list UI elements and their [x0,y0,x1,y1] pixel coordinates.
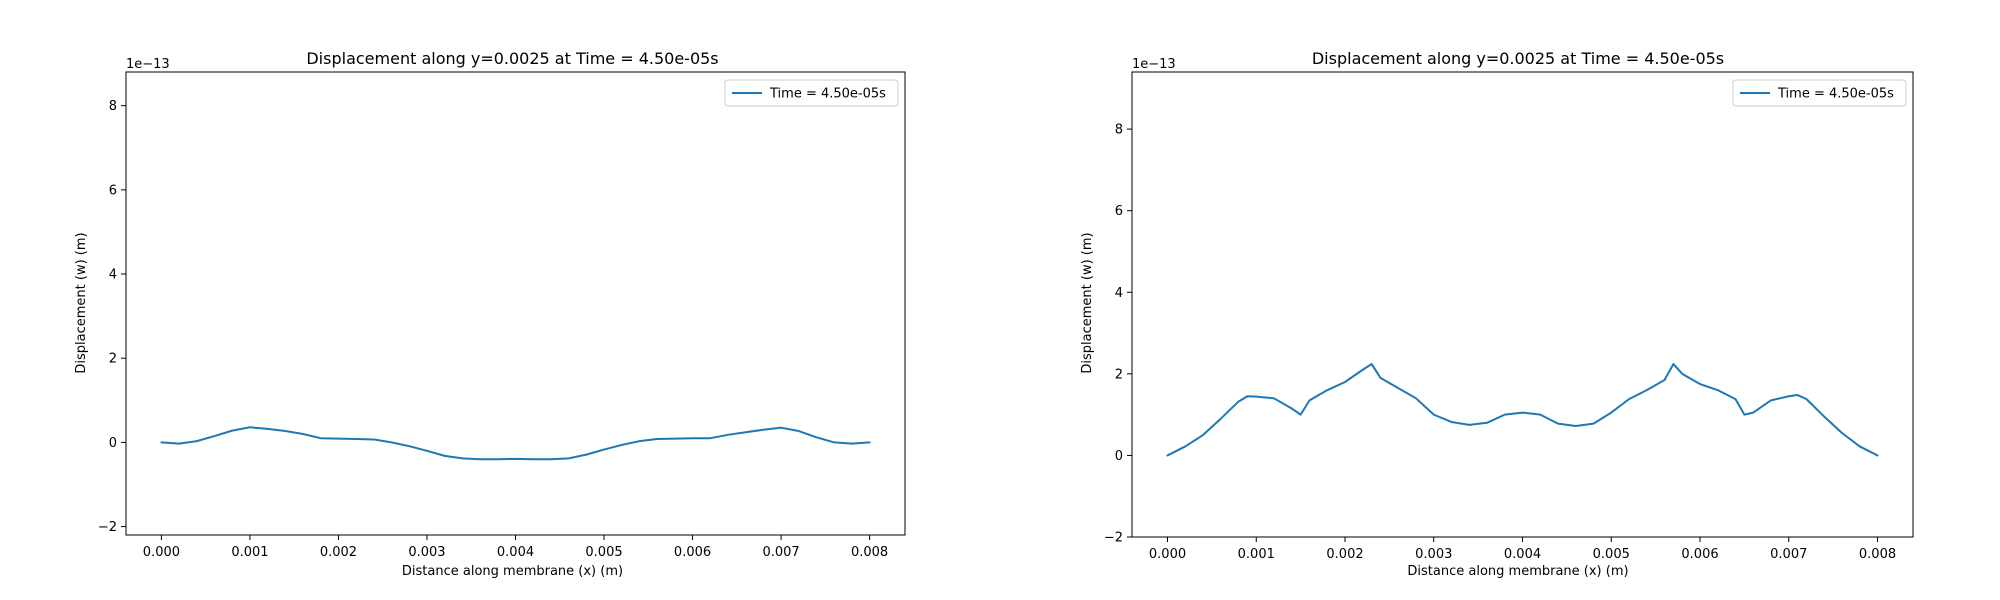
x-ticks: 0.000 0.001 0.002 0.003 0.004 0.005 0.006 0.007… [143,535,888,560]
y-ticks: −2 0 2 4 6 8 [98,99,126,535]
x-ticks: 0.000 0.001 0.002 0.003 0.004 0.005 0.006 0.007… [1149,537,1896,562]
y-tick-label: 6 [109,183,117,198]
plot-frame [1131,71,1914,538]
x-tick-label: 0.000 [1149,547,1186,562]
y-tick-label: 0 [109,436,117,451]
y-tick-label: 4 [1115,286,1123,301]
chart-title: Displacement along y=0.0025 at Time = 4.… [1312,49,1724,68]
x-tick-label: 0.008 [851,545,888,560]
x-tick-label: 0.006 [674,545,711,560]
y-axis-label: Displacement (w) (m) [1080,232,1095,373]
x-tick-label: 0.002 [1326,547,1363,562]
legend-box [724,79,899,107]
legend-box [1732,79,1907,107]
y-axis-label: Displacement (w) (m) [74,232,89,373]
y-tick-label: −2 [98,520,117,535]
x-tick-label: 0.002 [320,545,357,560]
offset-label: 1e−13 [1132,57,1176,72]
legend-entry-label: Time = 4.50e-05s [1777,87,1894,102]
y-tick-label: 4 [109,268,117,283]
x-tick-label: 0.003 [408,545,445,560]
y-tick-label: 8 [109,99,117,114]
x-tick-label: 0.006 [1681,547,1718,562]
series-group [1166,363,1879,457]
x-axis-label: Distance along membrane (x) (m) [1407,564,1628,579]
y-tick-label: 0 [1115,449,1123,464]
x-tick-label: 0.004 [497,545,534,560]
series-line [160,426,871,461]
x-tick-label: 0.001 [1238,547,1275,562]
x-tick-label: 0.003 [1415,547,1452,562]
y-tick-label: 2 [1115,367,1123,382]
chart-title: Displacement along y=0.0025 at Time = 4.… [306,49,718,68]
chart-right: Displacement along y=0.0025 at Time = 4.… [1080,49,1914,579]
legend: Time = 4.50e-05s [724,79,899,107]
y-tick-label: −2 [1104,531,1123,546]
y-tick-label: 2 [109,352,117,367]
legend: Time = 4.50e-05s [1732,79,1907,107]
plot-frame [125,71,906,536]
legend-entry-label: Time = 4.50e-05s [769,87,886,102]
x-tick-label: 0.001 [231,545,268,560]
offset-label: 1e−13 [126,57,170,72]
x-tick-label: 0.004 [1504,547,1541,562]
x-axis-label: Distance along membrane (x) (m) [402,564,623,579]
series-line [1166,363,1879,457]
chart-left: Displacement along y=0.0025 at Time = 4.… [74,49,906,579]
x-tick-label: 0.007 [762,545,799,560]
x-tick-label: 0.008 [1859,547,1896,562]
x-tick-label: 0.005 [1593,547,1630,562]
y-tick-label: 8 [1115,123,1123,138]
series-group [160,426,871,461]
x-tick-label: 0.005 [585,545,622,560]
x-tick-label: 0.000 [143,545,180,560]
x-tick-label: 0.007 [1770,547,1807,562]
y-ticks: −2 0 2 4 6 8 [1104,123,1132,546]
y-tick-label: 6 [1115,204,1123,219]
